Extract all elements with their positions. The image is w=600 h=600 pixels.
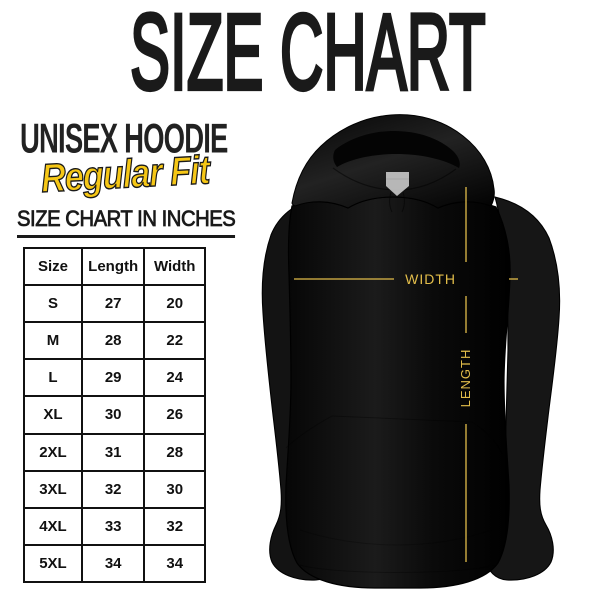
svg-text:LENGTH: LENGTH [458,349,473,408]
svg-text:WIDTH: WIDTH [405,271,456,287]
